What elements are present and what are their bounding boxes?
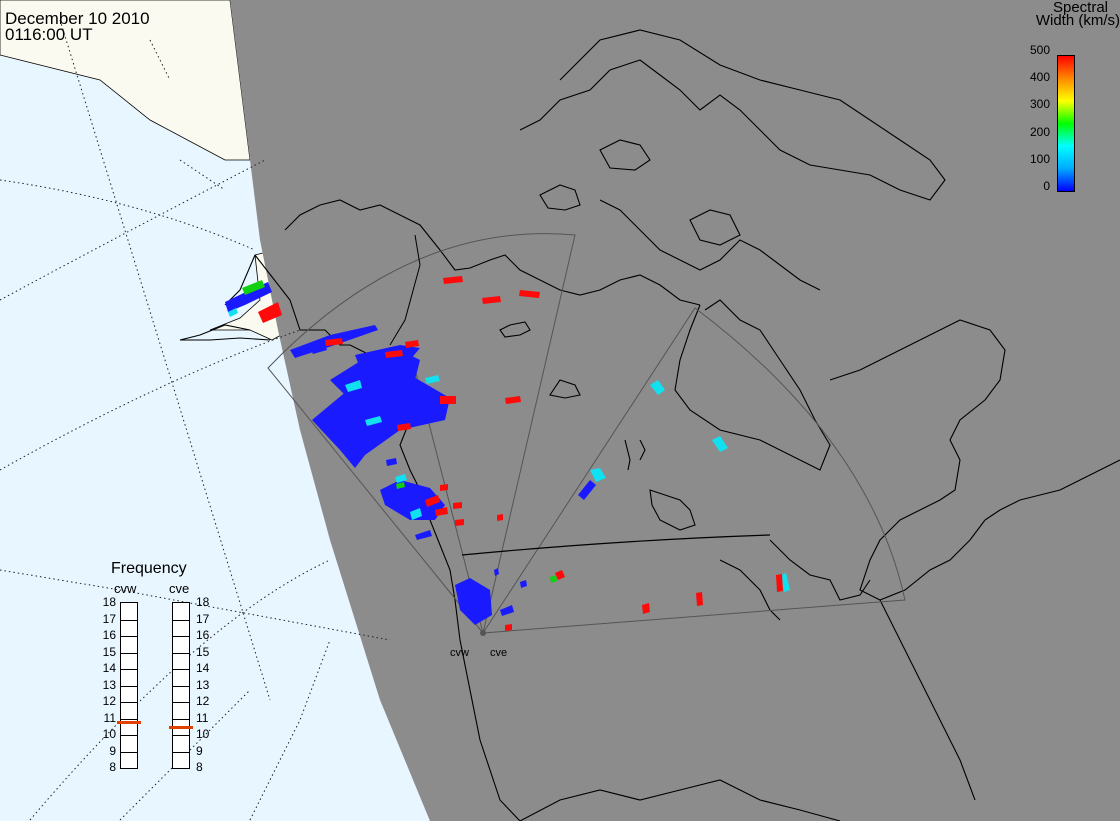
title-date: December 10 2010 — [5, 9, 150, 28]
frequency-radar-cve: cve — [169, 581, 190, 596]
frequency-tick-left: 11 — [103, 710, 116, 725]
frequency-tick-left: 18 — [102, 595, 116, 609]
frequency-tick-left: 12 — [102, 694, 116, 708]
frequency-tick-right: 11 — [196, 710, 209, 725]
frequency-tick-right: 17 — [196, 611, 210, 626]
colorbar-tick: 400 — [1029, 70, 1050, 85]
frequency-tick-right: 14 — [196, 661, 210, 675]
fov-cvw — [267, 233, 576, 635]
frequency-tick-left: 13 — [102, 677, 116, 692]
colorbar-gradient — [1057, 55, 1075, 192]
frequency-tick-right: 9 — [196, 743, 203, 758]
frequency-tick-right: 8 — [196, 760, 203, 774]
border-alaska — [389, 234, 421, 346]
title-time: 0116:00 UT — [5, 25, 93, 44]
frequency-tick-left: 16 — [102, 628, 116, 642]
cvw-scatter-mid — [228, 308, 790, 592]
frequency-tick-right: 16 — [196, 628, 210, 642]
frequency-box-cve — [169, 602, 193, 769]
cvw-scatter-high — [258, 276, 783, 631]
colorbar-title-line2: Width (km/s) — [1035, 12, 1120, 29]
frequency-tick-left: 17 — [102, 611, 116, 626]
station-label-cvw: cvw — [450, 647, 469, 659]
frequency-tick-right: 12 — [196, 694, 210, 708]
frequency-marker-cvw — [117, 720, 141, 724]
colorbar-tick: 0 — [1043, 179, 1050, 193]
frequency-tick-left: 15 — [102, 644, 116, 659]
colorbar-title-line1: Spectral — [1052, 0, 1108, 16]
frequency-box-cvw — [117, 602, 141, 769]
frequency-tick-right: 18 — [196, 595, 210, 609]
fov-cve — [482, 307, 906, 634]
border-49th — [461, 534, 771, 556]
frequency-tick-right: 15 — [196, 644, 210, 659]
colorbar-tick: 300 — [1029, 97, 1050, 112]
scatter-cells — [225, 276, 790, 631]
frequency-radar-cvw: cvw — [114, 581, 137, 596]
station-label-cve: cve — [490, 647, 508, 659]
cvw-scatter-green — [242, 280, 557, 583]
frequency-tick-left: 14 — [102, 661, 116, 675]
frequency-tick-right: 10 — [196, 727, 210, 741]
frequency-panel: Frequency cvw cve 18 18 17 17 16 16 15 15 14 14 13… — [88, 560, 238, 785]
frequency-marker-cve — [169, 725, 193, 729]
lat-lon-grid — [0, 19, 391, 821]
colorbar-tick: 200 — [1029, 124, 1050, 139]
frequency-tick-left: 8 — [109, 760, 116, 774]
night-shade — [230, 0, 1120, 821]
frequency-tick-left: 10 — [102, 727, 116, 741]
colorbar-tick: 100 — [1029, 151, 1050, 166]
colorbar-tick: 500 — [1029, 43, 1050, 57]
frequency-tick-left: 9 — [109, 743, 116, 758]
frequency-tick-right: 13 — [196, 677, 210, 692]
colorbar: Spectral Width (km/s) 500 400 300 200 100 0 — [1010, 0, 1120, 200]
station-cvw-marker — [480, 630, 486, 636]
frequency-label: Frequency — [111, 560, 187, 577]
